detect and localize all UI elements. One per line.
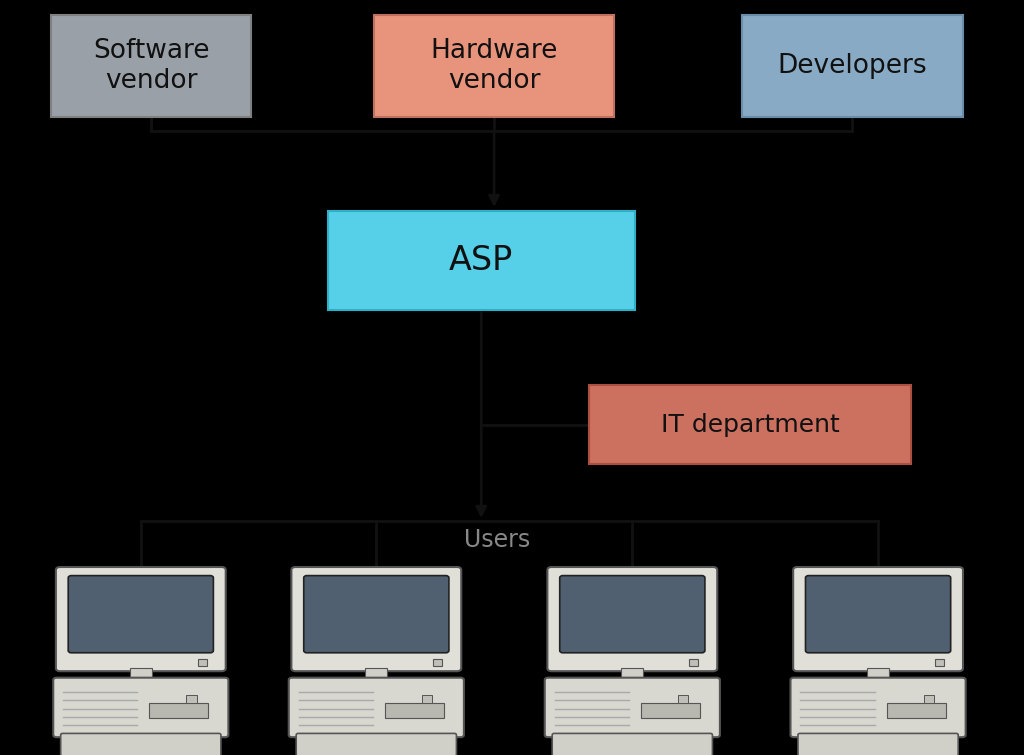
Bar [150, 703, 209, 719]
FancyBboxPatch shape [545, 678, 720, 737]
Text: Software
vendor: Software vendor [93, 38, 209, 94]
FancyBboxPatch shape [560, 575, 705, 653]
Bar [935, 659, 944, 666]
FancyBboxPatch shape [51, 15, 251, 117]
FancyBboxPatch shape [69, 575, 213, 653]
FancyBboxPatch shape [791, 678, 966, 737]
FancyBboxPatch shape [292, 567, 461, 671]
Bar [385, 703, 444, 719]
Bar [366, 668, 387, 680]
Text: Users: Users [464, 528, 529, 552]
FancyBboxPatch shape [60, 733, 221, 755]
Text: ASP: ASP [450, 244, 513, 277]
Text: Hardware
vendor: Hardware vendor [430, 38, 558, 94]
FancyBboxPatch shape [56, 567, 225, 671]
FancyBboxPatch shape [589, 385, 911, 464]
Text: IT department: IT department [660, 413, 840, 436]
Bar [689, 659, 698, 666]
FancyBboxPatch shape [742, 15, 963, 117]
Bar [887, 703, 946, 719]
Bar [641, 703, 700, 719]
FancyBboxPatch shape [374, 15, 614, 117]
Bar [622, 668, 643, 680]
Bar [186, 695, 197, 703]
FancyBboxPatch shape [552, 733, 713, 755]
Bar [678, 695, 688, 703]
Bar [433, 659, 442, 666]
Bar [198, 659, 207, 666]
Bar [130, 668, 152, 680]
FancyBboxPatch shape [328, 211, 635, 310]
FancyBboxPatch shape [289, 678, 464, 737]
FancyBboxPatch shape [53, 678, 228, 737]
Bar [422, 695, 432, 703]
Bar [924, 695, 934, 703]
FancyBboxPatch shape [794, 567, 963, 671]
FancyBboxPatch shape [548, 567, 717, 671]
FancyBboxPatch shape [806, 575, 950, 653]
FancyBboxPatch shape [304, 575, 449, 653]
FancyBboxPatch shape [798, 733, 958, 755]
Text: Developers: Developers [777, 53, 928, 79]
FancyBboxPatch shape [296, 733, 457, 755]
Bar [867, 668, 889, 680]
